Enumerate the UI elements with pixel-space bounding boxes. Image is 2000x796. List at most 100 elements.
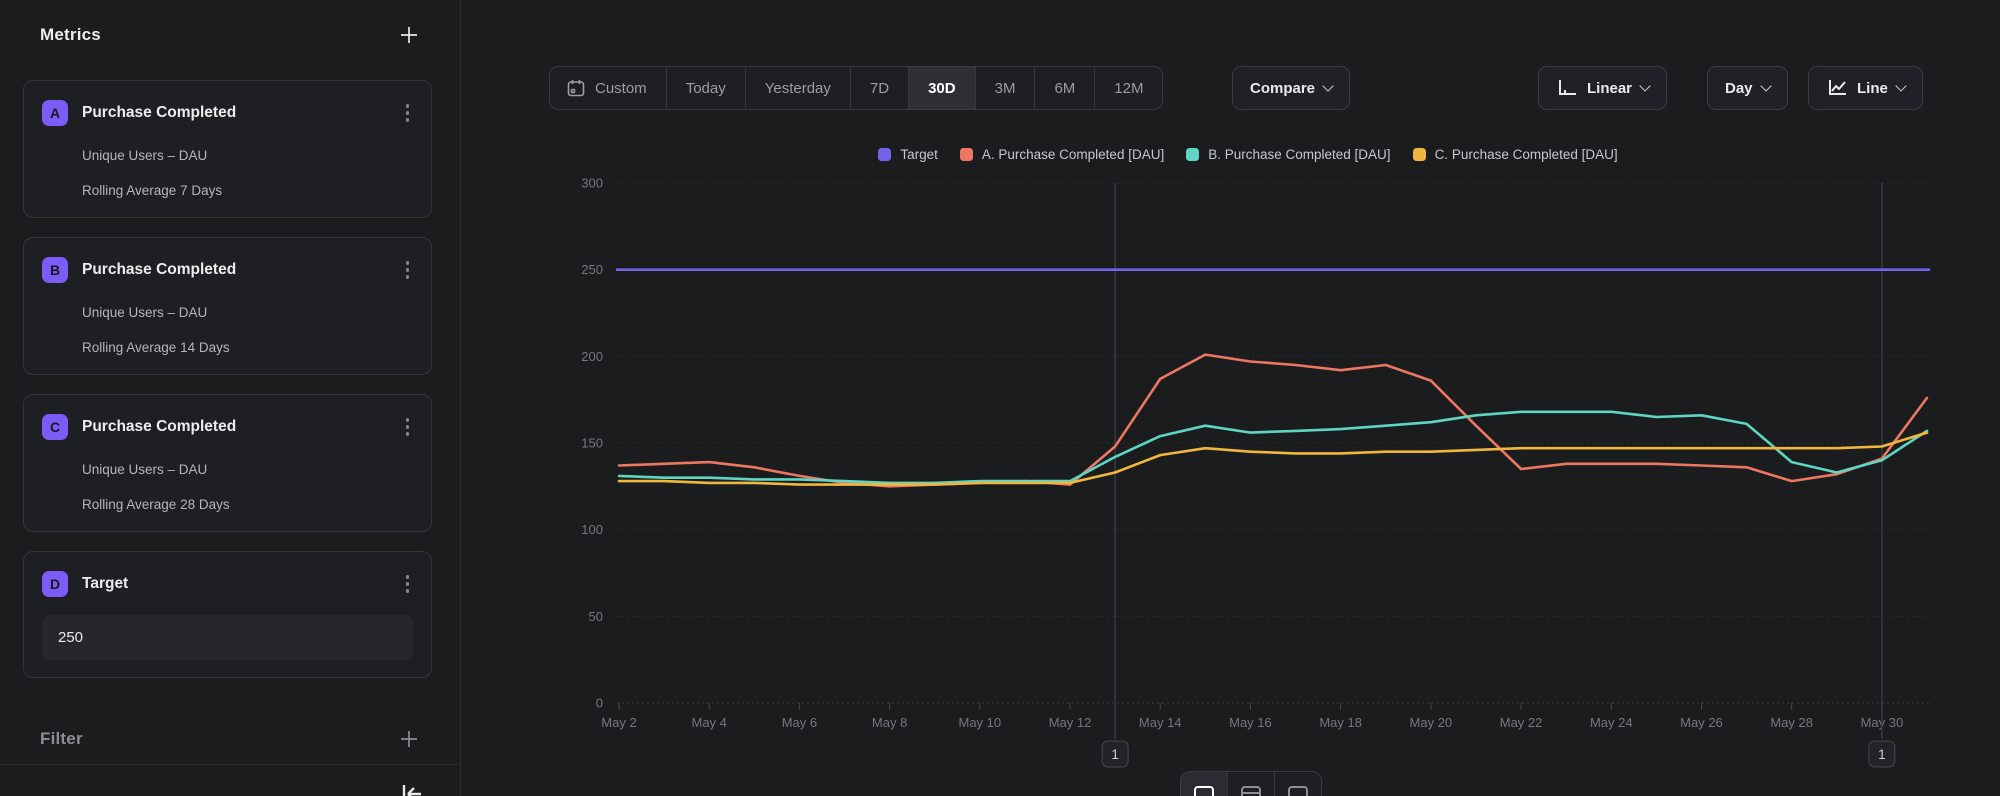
chart-legend: Target A. Purchase Completed [DAU] B. Purc…: [540, 141, 1956, 167]
legend-item[interactable]: Target: [878, 147, 938, 162]
compare-button[interactable]: Compare: [1232, 66, 1351, 110]
metric-badge-a: A: [42, 100, 68, 126]
legend-label: C. Purchase Completed [DAU]: [1434, 146, 1618, 162]
chart-view-icon: [1194, 785, 1214, 796]
linear-scale-icon: [1559, 80, 1576, 95]
add-filter-button[interactable]: [397, 727, 421, 751]
x-axis-label: May 22: [1500, 715, 1543, 730]
legend-swatch: [1412, 147, 1426, 161]
chart-view-button[interactable]: [1181, 772, 1227, 796]
range-today[interactable]: Today: [665, 67, 745, 109]
sidebar-footer-divider: [0, 764, 460, 765]
chevron-down-icon: [1322, 80, 1334, 92]
svg-text:1: 1: [1111, 747, 1119, 762]
x-axis-label: May 26: [1680, 715, 1723, 730]
metrics-title: Metrics: [40, 25, 101, 44]
range-yesterday[interactable]: Yesterday: [744, 67, 850, 109]
y-axis-label: 300: [581, 176, 603, 191]
y-axis-label: 250: [581, 262, 603, 277]
x-axis-label: May 24: [1590, 715, 1633, 730]
collapse-left-icon: [402, 785, 421, 796]
calendar-icon: [567, 80, 585, 97]
line-chart: 0 50 100 150 200 250 300 May 2 May 4 May 6 May 8 Ma…: [540, 135, 1960, 785]
range-12m[interactable]: 12M: [1094, 67, 1162, 109]
series-line: [617, 431, 1929, 486]
metric-transform: Rolling Average 7 Days: [82, 183, 223, 198]
x-axis-label: May 14: [1139, 715, 1182, 730]
metric-badge-b: B: [42, 257, 68, 283]
metric-title: Target: [82, 575, 129, 592]
chart-and-table-view-button[interactable]: [1227, 772, 1274, 796]
x-axis-label: May 8: [872, 715, 907, 730]
metric-measure: Unique Users – DAU: [82, 462, 208, 477]
legend-item[interactable]: A. Purchase Completed [DAU]: [959, 146, 1165, 162]
metric-card-a[interactable]: A Purchase Completed Unique Users – DAU …: [23, 80, 432, 218]
series-line: [617, 410, 1929, 485]
legend-label: B. Purchase Completed [DAU]: [1208, 146, 1391, 162]
x-axis-label: May 28: [1770, 715, 1813, 730]
chart-and-table-view-icon: [1241, 785, 1261, 796]
sidebar-divider: [460, 0, 461, 796]
range-custom[interactable]: Custom: [550, 67, 666, 109]
x-axis-label: May 12: [1049, 715, 1092, 730]
metric-card-d-target[interactable]: D Target: [23, 551, 432, 678]
kebab-menu-icon[interactable]: [402, 571, 414, 597]
x-axis-label: May 4: [692, 715, 727, 730]
legend-swatch: [1186, 147, 1200, 161]
legend-label: Target: [900, 146, 938, 162]
annotation-badge[interactable]: [1868, 740, 1896, 768]
legend-swatch: [959, 147, 973, 161]
y-axis-label: 0: [596, 696, 603, 711]
range-3m[interactable]: 3M: [974, 67, 1035, 109]
interval-select[interactable]: Day: [1707, 66, 1788, 110]
x-axis-label: May 20: [1410, 715, 1453, 730]
metric-badge-c: C: [42, 414, 68, 440]
target-value-input[interactable]: [42, 615, 413, 660]
x-axis-label: May 10: [959, 715, 1002, 730]
chevron-down-icon: [1895, 80, 1907, 92]
plus-icon: [401, 731, 417, 747]
collapse-sidebar-button[interactable]: [396, 779, 426, 796]
chart-table-view-toggle: [1180, 771, 1322, 796]
metric-title: Purchase Completed: [82, 418, 237, 435]
kebab-menu-icon[interactable]: [402, 100, 414, 126]
x-axis-label: May 18: [1319, 715, 1362, 730]
metric-transform: Rolling Average 14 Days: [82, 340, 230, 355]
metrics-header: Metrics: [40, 22, 421, 48]
x-axis-label: May 2: [601, 715, 636, 730]
metric-measure: Unique Users – DAU: [82, 305, 208, 320]
table-view-button[interactable]: [1274, 772, 1321, 796]
scale-select[interactable]: Linear: [1538, 66, 1668, 110]
svg-text:1: 1: [1878, 747, 1886, 762]
kebab-menu-icon[interactable]: [402, 414, 414, 440]
y-axis-label: 100: [581, 522, 603, 537]
legend-item[interactable]: B. Purchase Completed [DAU]: [1186, 146, 1391, 162]
y-axis-label: 150: [581, 436, 603, 451]
metrics-sidebar: Metrics A Purchase Completed Unique User…: [0, 0, 461, 796]
metric-measure: Unique Users – DAU: [82, 148, 208, 163]
chevron-down-icon: [1639, 80, 1651, 92]
metric-title: Purchase Completed: [82, 104, 237, 121]
add-metric-button[interactable]: [397, 23, 421, 47]
legend-label: A. Purchase Completed [DAU]: [981, 146, 1165, 162]
table-view-icon: [1288, 785, 1308, 796]
line-chart-icon: [1829, 80, 1846, 95]
x-axis-label: May 6: [782, 715, 817, 730]
kebab-menu-icon[interactable]: [402, 257, 414, 283]
y-axis-label: 200: [581, 349, 603, 364]
legend-item[interactable]: C. Purchase Completed [DAU]: [1412, 146, 1618, 162]
legend-swatch: [878, 147, 892, 161]
filter-title: Filter: [40, 729, 83, 748]
range-6m[interactable]: 6M: [1034, 67, 1094, 109]
metric-card-b[interactable]: B Purchase Completed Unique Users – DAU …: [23, 237, 432, 375]
metric-card-c[interactable]: C Purchase Completed Unique Users – DAU …: [23, 394, 432, 532]
chart-type-select[interactable]: Line: [1808, 66, 1923, 110]
y-axis-label: 50: [589, 609, 603, 624]
range-30d[interactable]: 30D: [908, 67, 975, 109]
date-range-picker: Custom Today Yesterday 7D 30D 3M 6M 12M: [549, 66, 1164, 110]
x-axis-label: May 16: [1229, 715, 1272, 730]
plus-icon: [401, 27, 417, 43]
annotation-badge[interactable]: [1101, 740, 1129, 768]
metric-badge-d: D: [42, 571, 68, 597]
range-7d[interactable]: 7D: [849, 67, 908, 109]
